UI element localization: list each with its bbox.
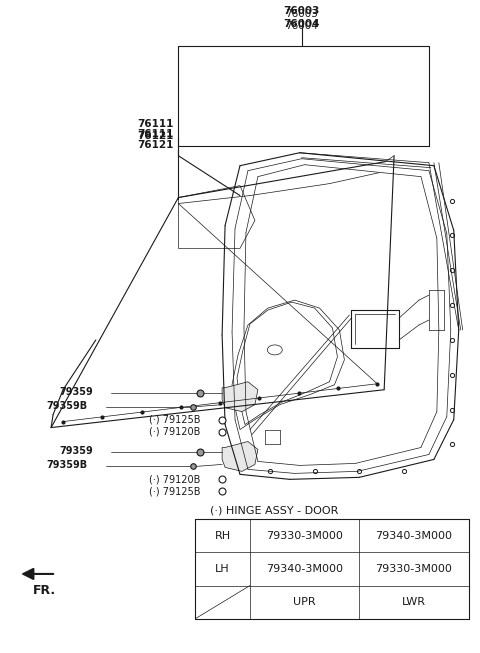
Text: 79340-3M000: 79340-3M000 bbox=[266, 564, 343, 574]
Text: 76003
76004: 76003 76004 bbox=[283, 7, 320, 29]
Text: 79359B: 79359B bbox=[46, 460, 87, 470]
Text: 76003
76004: 76003 76004 bbox=[285, 9, 318, 31]
Text: (·) 79125B: (·) 79125B bbox=[148, 415, 200, 424]
Polygon shape bbox=[222, 441, 258, 471]
Text: 79359: 79359 bbox=[59, 387, 93, 397]
Text: (·) 79125B: (·) 79125B bbox=[148, 486, 200, 496]
Text: 79330-3M000: 79330-3M000 bbox=[266, 531, 343, 541]
Text: 76111
76121: 76111 76121 bbox=[137, 129, 174, 150]
Text: (·) 79120B: (·) 79120B bbox=[148, 474, 200, 485]
Text: UPR: UPR bbox=[293, 597, 316, 607]
Text: FR.: FR. bbox=[33, 584, 56, 597]
Text: 76111
76121: 76111 76121 bbox=[137, 119, 174, 141]
Text: 79359: 79359 bbox=[59, 447, 93, 456]
Text: 79359B: 79359B bbox=[46, 401, 87, 411]
Text: (·) HINGE ASSY - DOOR: (·) HINGE ASSY - DOOR bbox=[210, 505, 338, 515]
Text: LWR: LWR bbox=[402, 597, 426, 607]
Text: 79330-3M000: 79330-3M000 bbox=[375, 564, 453, 574]
Text: LH: LH bbox=[216, 564, 230, 574]
Text: 79340-3M000: 79340-3M000 bbox=[375, 531, 453, 541]
Text: RH: RH bbox=[215, 531, 231, 541]
Text: (·) 79120B: (·) 79120B bbox=[148, 426, 200, 437]
Polygon shape bbox=[222, 382, 258, 411]
